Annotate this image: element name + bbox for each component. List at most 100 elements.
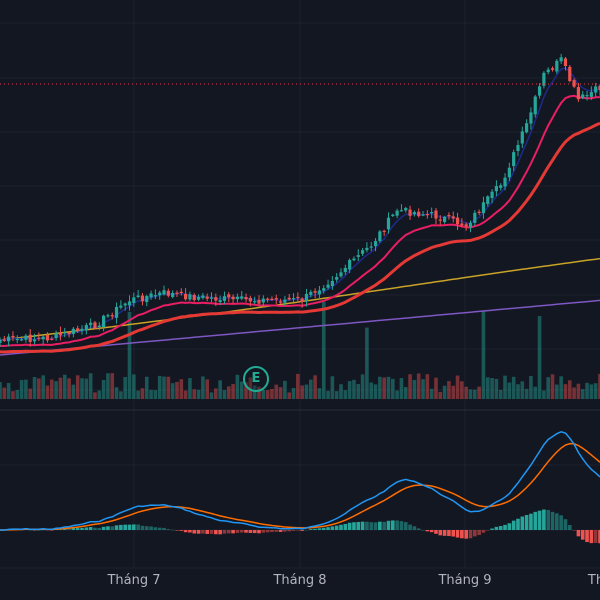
macd-histogram-bar xyxy=(399,521,404,530)
macd-histogram-bar xyxy=(244,530,248,533)
candle-body xyxy=(378,231,382,242)
macd-histogram-bar xyxy=(192,530,197,534)
volume-bar xyxy=(140,388,145,399)
macd-histogram-bar xyxy=(403,522,408,530)
volume-bar xyxy=(291,387,296,399)
volume-bar xyxy=(373,384,378,399)
candle-body xyxy=(382,230,386,232)
volume-bar xyxy=(317,388,322,399)
candle-body xyxy=(71,328,75,334)
candle-body xyxy=(153,295,157,297)
macd-histogram-bar xyxy=(326,527,330,530)
candle-body xyxy=(205,296,209,299)
volume-bar xyxy=(391,378,395,399)
volume-bar xyxy=(67,378,71,399)
macd-histogram-bar xyxy=(585,530,589,543)
volume-bars xyxy=(0,301,600,399)
candle-body xyxy=(101,315,106,328)
volume-bar xyxy=(6,382,11,399)
macd-histogram-bar xyxy=(214,530,218,535)
volume-bar xyxy=(239,381,244,399)
candle-body xyxy=(240,296,244,299)
candle-body xyxy=(188,294,192,300)
volume-bar xyxy=(88,373,93,399)
macd-histogram-bar xyxy=(183,530,188,533)
volume-bar xyxy=(421,379,425,399)
candle-body xyxy=(559,57,563,62)
candle-body xyxy=(244,297,248,300)
volume-bar xyxy=(321,301,326,399)
candle-body xyxy=(50,338,54,340)
volume-bar xyxy=(153,390,158,399)
candle-body xyxy=(0,339,2,343)
candle-body xyxy=(317,290,322,295)
macd-histogram-bar xyxy=(485,530,490,531)
grid-lines xyxy=(0,0,600,569)
volume-bar xyxy=(201,376,205,399)
candle-body xyxy=(162,290,166,295)
candle-body xyxy=(45,334,50,341)
volume-bar xyxy=(218,380,222,399)
volume-bar xyxy=(334,391,339,399)
macd-histogram-bar xyxy=(546,509,551,530)
volume-bar xyxy=(93,392,97,399)
candle-body xyxy=(84,325,88,331)
macd-histogram-bar xyxy=(209,530,214,534)
candle-body xyxy=(119,305,123,308)
volume-bar xyxy=(403,387,408,399)
macd-signal-line xyxy=(0,442,600,531)
earnings-event-icon[interactable]: E xyxy=(243,366,269,392)
volume-bar xyxy=(274,384,279,399)
macd-histogram-bar xyxy=(110,526,115,530)
macd-histogram-bar xyxy=(321,527,326,530)
macd-histogram-bar xyxy=(265,530,270,533)
macd-histogram-bar xyxy=(67,528,71,530)
volume-bar xyxy=(494,378,499,399)
candle-body xyxy=(395,210,399,216)
macd-histogram-bar xyxy=(88,526,93,530)
macd-histogram-bar xyxy=(218,530,222,535)
macd-histogram-bar xyxy=(188,530,192,533)
candle-body xyxy=(149,293,153,298)
candle-body xyxy=(196,297,201,300)
volume-bar xyxy=(343,390,348,399)
volume-bar xyxy=(352,379,356,399)
macd-histogram-bar xyxy=(58,529,63,530)
volume-bar xyxy=(54,381,58,399)
macd-histogram-bar xyxy=(287,530,292,532)
candle-body xyxy=(335,276,339,280)
macd-histogram-bar xyxy=(580,530,585,540)
macd-histogram-bar xyxy=(231,530,235,534)
volume-bar xyxy=(559,376,563,399)
candle-body xyxy=(235,296,240,300)
price-candles xyxy=(0,53,600,347)
volume-bar xyxy=(24,379,28,399)
volume-bar xyxy=(231,384,235,399)
candle-body xyxy=(529,112,533,124)
macd-panel xyxy=(0,431,600,544)
macd-histogram-bar xyxy=(533,511,538,530)
candle-body xyxy=(494,186,499,192)
macd-histogram-bar xyxy=(598,530,600,544)
volume-bar xyxy=(132,374,136,399)
macd-histogram-bar xyxy=(425,530,430,532)
candle-body xyxy=(460,223,464,226)
candle-body xyxy=(41,336,45,340)
volume-bar xyxy=(119,391,123,399)
candle-body xyxy=(352,258,356,261)
macd-line xyxy=(0,431,600,531)
candle-body xyxy=(7,336,11,342)
candle-body xyxy=(369,246,373,248)
candle-body xyxy=(438,219,442,221)
candle-body xyxy=(270,298,274,300)
volume-bar xyxy=(516,384,520,399)
candle-body xyxy=(464,224,468,227)
candle-body xyxy=(322,288,326,291)
volume-bar xyxy=(58,377,63,399)
volume-bar xyxy=(205,379,209,399)
volume-bar xyxy=(485,377,490,399)
candle-body xyxy=(214,297,218,301)
volume-bar xyxy=(196,389,201,399)
volume-bar xyxy=(244,382,248,399)
